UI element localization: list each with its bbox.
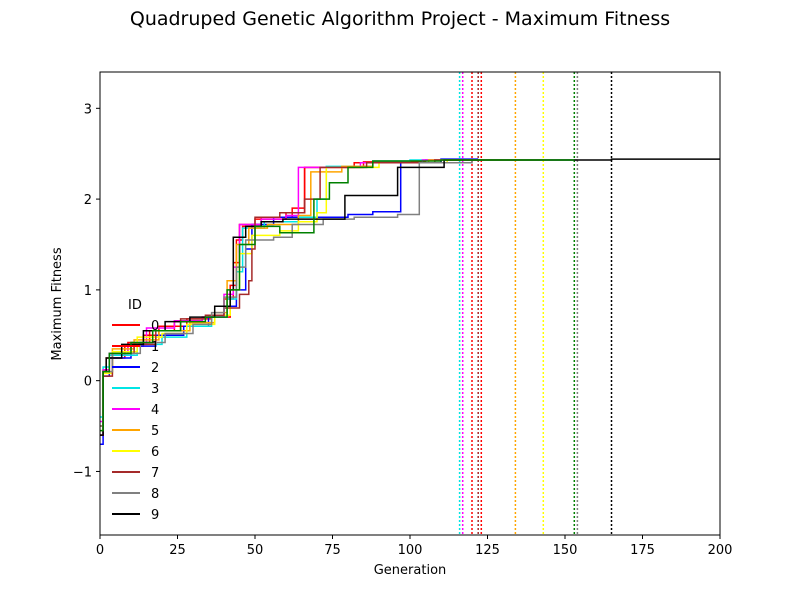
series-line-2 — [100, 158, 479, 445]
series-line-9 — [100, 158, 720, 436]
series-line-8 — [100, 159, 578, 427]
series-line-layer — [100, 158, 720, 445]
legend-label-6: 6 — [151, 445, 159, 460]
y-tick-label: 3 — [84, 102, 92, 117]
series-line-7 — [100, 159, 479, 436]
x-tick-label: 50 — [247, 543, 264, 558]
x-tick-label: 150 — [553, 543, 578, 558]
series-line-3 — [100, 159, 460, 418]
chart-title: Quadruped Genetic Algorithm Project - Ma… — [129, 8, 671, 30]
x-tick-label: 100 — [398, 543, 423, 558]
y-tick-label: −1 — [73, 465, 92, 480]
x-tick-label: 25 — [169, 543, 186, 558]
y-axis-label: Maximum Fitness — [50, 247, 65, 360]
x-axis: 0 25 50 75 100 125 150 175 200 — [96, 535, 733, 558]
legend-label-7: 7 — [151, 466, 159, 481]
x-tick-label: 125 — [475, 543, 500, 558]
x-axis-label: Generation — [374, 563, 447, 578]
y-tick-label: 1 — [84, 284, 92, 299]
y-tick-label: 2 — [84, 193, 92, 208]
series-line-6 — [100, 159, 544, 432]
series-line-5 — [100, 159, 516, 427]
legend-label-4: 4 — [151, 403, 159, 418]
legend-label-5: 5 — [151, 424, 159, 439]
y-tick-label: 0 — [84, 375, 92, 390]
y-axis: −1 0 1 2 3 — [73, 102, 100, 480]
legend: ID 0 1 2 3 4 5 6 7 8 9 — [112, 298, 159, 523]
legend-label-3: 3 — [151, 382, 159, 397]
plot-frame — [99, 71, 721, 536]
legend-label-2: 2 — [151, 361, 159, 376]
legend-title: ID — [128, 298, 142, 313]
x-tick-label: 175 — [630, 543, 655, 558]
legend-label-8: 8 — [151, 487, 159, 502]
legend-label-0: 0 — [151, 319, 159, 334]
x-tick-label: 0 — [96, 543, 104, 558]
x-tick-label: 75 — [324, 543, 341, 558]
legend-label-9: 9 — [151, 508, 159, 523]
vertical-marker-layer — [458, 72, 613, 535]
x-tick-label: 200 — [708, 543, 733, 558]
series-line-unlabeled-10 — [100, 159, 575, 432]
legend-label-1: 1 — [151, 340, 159, 355]
